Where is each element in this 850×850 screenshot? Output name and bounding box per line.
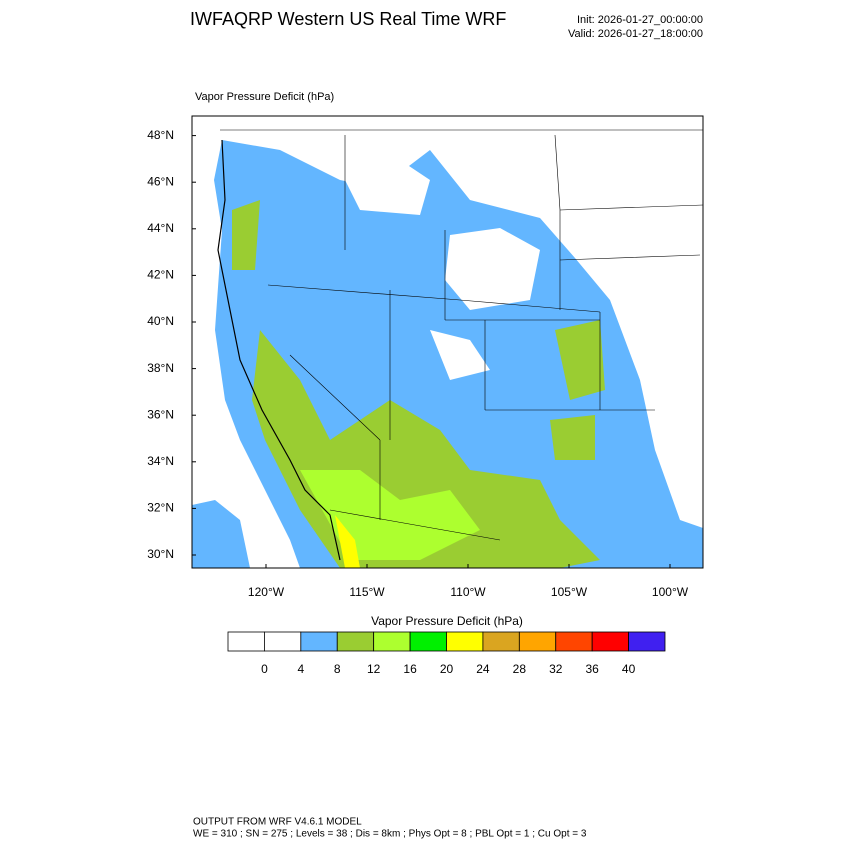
colorbar-title: Vapor Pressure Deficit (hPa) bbox=[371, 614, 523, 628]
lat-label: 36°N bbox=[147, 407, 174, 421]
init-time: Init: 2026-01-27_00:00:00 bbox=[577, 14, 703, 26]
lon-label: 105°W bbox=[551, 585, 588, 599]
colorbar-label: 0 bbox=[261, 662, 268, 676]
colorbar-box bbox=[227, 631, 265, 652]
colorbar-box bbox=[336, 631, 375, 652]
colorbar-box bbox=[482, 631, 520, 652]
lat-label: 38°N bbox=[147, 361, 174, 375]
lat-label: 34°N bbox=[147, 454, 174, 468]
colorbar-label: 16 bbox=[403, 662, 417, 676]
title: IWFAQRP Western US Real Time WRF bbox=[190, 9, 506, 29]
colorbar-box bbox=[409, 631, 447, 652]
colorbar-label: 12 bbox=[367, 662, 381, 676]
colorbar-label: 36 bbox=[585, 662, 599, 676]
colorbar-label: 24 bbox=[476, 662, 490, 676]
lat-label: 32°N bbox=[147, 501, 174, 515]
valid-time: Valid: 2026-01-27_18:00:00 bbox=[568, 28, 703, 40]
colorbar-box bbox=[373, 631, 411, 652]
colorbar-box bbox=[591, 631, 629, 652]
colorbar-box bbox=[628, 631, 666, 652]
lat-label: 42°N bbox=[147, 268, 174, 282]
colorbar-box bbox=[555, 631, 593, 652]
lat-label: 46°N bbox=[147, 174, 174, 188]
colorbar-box bbox=[300, 631, 338, 652]
lon-label: 100°W bbox=[652, 585, 689, 599]
lat-label: 30°N bbox=[147, 547, 174, 561]
map-frame bbox=[191, 115, 704, 569]
colorbar-label: 8 bbox=[334, 662, 341, 676]
field-label: Vapor Pressure Deficit (hPa) bbox=[195, 91, 334, 103]
lon-label: 120°W bbox=[248, 585, 285, 599]
colorbar-box bbox=[518, 631, 557, 652]
footer-line: OUTPUT FROM WRF V4.6.1 MODEL bbox=[193, 817, 362, 828]
lat-label: 40°N bbox=[147, 314, 174, 328]
lat-label: 48°N bbox=[147, 128, 174, 142]
colorbar-label: 28 bbox=[513, 662, 527, 676]
lon-label: 115°W bbox=[349, 585, 385, 599]
colorbar-box bbox=[264, 631, 302, 652]
colorbar-label: 32 bbox=[549, 662, 563, 676]
lat-label: 44°N bbox=[147, 221, 174, 235]
colorbar-label: 40 bbox=[622, 662, 636, 676]
footer-line: WE = 310 ; SN = 275 ; Levels = 38 ; Dis … bbox=[193, 829, 587, 840]
colorbar-label: 20 bbox=[440, 662, 454, 676]
lon-label: 110°W bbox=[450, 585, 486, 599]
colorbar-box bbox=[446, 631, 484, 652]
colorbar-label: 4 bbox=[297, 662, 304, 676]
map-field bbox=[192, 116, 703, 568]
